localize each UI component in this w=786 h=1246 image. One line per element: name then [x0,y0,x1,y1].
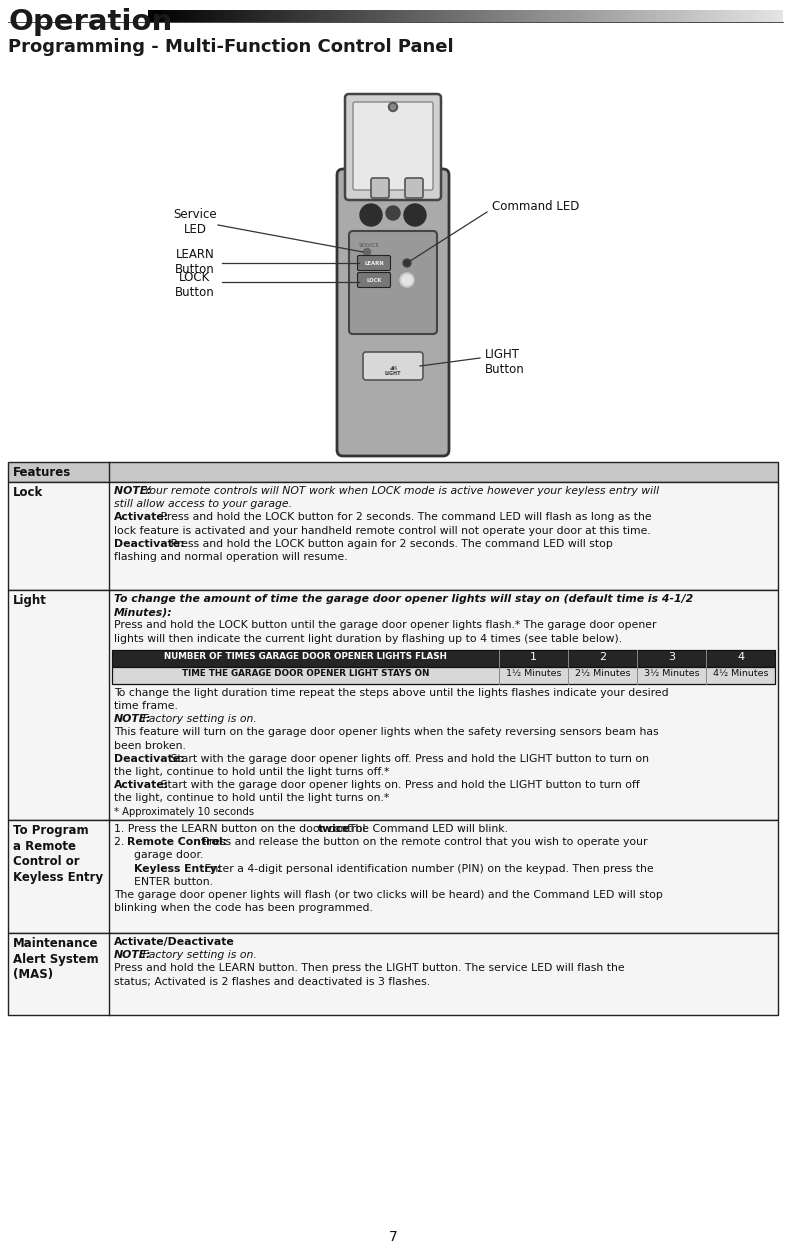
Text: LOCK
Button: LOCK Button [175,270,215,299]
Text: Command LED: Command LED [492,201,579,213]
FancyBboxPatch shape [345,93,441,201]
FancyBboxPatch shape [371,178,389,198]
Text: NUMBER OF TIMES GARAGE DOOR OPENER LIGHTS FLASH: NUMBER OF TIMES GARAGE DOOR OPENER LIGHT… [164,652,447,660]
Text: Service
LED: Service LED [173,208,217,235]
Bar [112,650,775,667]
Text: lights will then indicate the current light duration by flashing up to 4 times (: lights will then indicate the current li… [114,634,623,644]
Text: 3: 3 [668,652,675,662]
Circle shape [360,204,382,226]
Circle shape [400,273,414,287]
Text: The garage door opener lights will flash (or two clicks will be heard) and the C: The garage door opener lights will flash… [114,890,663,900]
FancyBboxPatch shape [358,273,391,288]
Bar [8,482,778,591]
Circle shape [403,259,411,267]
Text: Keyless Entry:: Keyless Entry: [134,863,222,873]
Text: To Program
a Remote
Control or
Keyless Entry: To Program a Remote Control or Keyless E… [13,824,103,883]
Text: Press and hold the LOCK button again for 2 seconds. The command LED will stop: Press and hold the LOCK button again for… [167,538,612,548]
Text: Activate/Deactivate: Activate/Deactivate [114,937,235,947]
Text: Factory setting is on.: Factory setting is on. [139,714,257,724]
Circle shape [404,204,426,226]
Text: LEARN
Button: LEARN Button [175,248,215,277]
Text: Features: Features [13,466,72,478]
Circle shape [388,102,398,111]
Text: * Approximately 10 seconds: * Approximately 10 seconds [114,806,254,816]
Text: Minutes):: Minutes): [114,607,173,617]
Bar [8,462,778,482]
Text: 4½ Minutes: 4½ Minutes [713,669,768,678]
Text: the light, continue to hold until the light turns off.*: the light, continue to hold until the li… [114,768,389,778]
Text: LOCK: LOCK [366,278,382,283]
Text: Deactivate:: Deactivate: [114,754,185,764]
Text: Deactivate:: Deactivate: [114,538,185,548]
Text: ☙: ☙ [388,363,398,373]
Text: LEARN: LEARN [364,260,384,265]
FancyBboxPatch shape [337,169,449,456]
Text: Start with the garage door opener lights off. Press and hold the LIGHT button to: Start with the garage door opener lights… [167,754,648,764]
Text: Press and hold the LOCK button for 2 seconds. The command LED will flash as long: Press and hold the LOCK button for 2 sec… [157,512,652,522]
FancyBboxPatch shape [353,102,433,189]
Text: . The Command LED will blink.: . The Command LED will blink. [342,824,508,834]
Circle shape [386,206,400,221]
Text: Start with the garage door opener lights on. Press and hold the LIGHT button to : Start with the garage door opener lights… [157,780,640,790]
Text: 7: 7 [388,1230,398,1244]
Text: 1. Press the LEARN button on the door control: 1. Press the LEARN button on the door co… [114,824,369,834]
Text: 3½ Minutes: 3½ Minutes [644,669,700,678]
FancyBboxPatch shape [405,178,423,198]
Text: Lock: Lock [13,486,43,498]
Text: Your remote controls will NOT work when LOCK mode is active however your keyless: Your remote controls will NOT work when … [145,486,659,496]
Text: 1: 1 [530,652,537,662]
Text: twice: twice [318,824,351,834]
Text: still allow access to your garage.: still allow access to your garage. [114,500,292,510]
Bar [8,933,778,1015]
Text: blinking when the code has been programmed.: blinking when the code has been programm… [114,903,373,913]
Bar [8,591,778,820]
Circle shape [402,275,412,285]
Text: Activate:: Activate: [114,512,169,522]
Text: Operation: Operation [8,7,172,36]
Bar [112,667,775,684]
Text: Programming - Multi-Function Control Panel: Programming - Multi-Function Control Pan… [8,37,454,56]
Text: ENTER button.: ENTER button. [134,877,213,887]
Bar [8,820,778,933]
Text: To change the light duration time repeat the steps above until the lights flashe: To change the light duration time repeat… [114,688,669,698]
Text: SERVICE: SERVICE [359,243,380,248]
Text: 2.: 2. [114,837,128,847]
Text: Press and hold the LEARN button. Then press the LIGHT button. The service LED wi: Press and hold the LEARN button. Then pr… [114,963,625,973]
Text: Factory setting is on.: Factory setting is on. [139,951,257,961]
Text: 4: 4 [737,652,744,662]
FancyBboxPatch shape [358,255,391,270]
Text: Activate:: Activate: [114,780,169,790]
Text: the light, continue to hold until the light turns on.*: the light, continue to hold until the li… [114,794,389,804]
Text: To change the amount of time the garage door opener lights will stay on (default: To change the amount of time the garage … [114,594,693,604]
Text: NOTE:: NOTE: [114,951,152,961]
Text: been broken.: been broken. [114,740,185,750]
Text: Press and release the button on the remote control that you wish to operate your: Press and release the button on the remo… [199,837,648,847]
Text: Press and hold the LOCK button until the garage door opener lights flash.* The g: Press and hold the LOCK button until the… [114,621,656,630]
Text: time frame.: time frame. [114,701,178,711]
Text: Light: Light [13,594,47,607]
FancyBboxPatch shape [349,231,437,334]
Circle shape [363,248,370,255]
Text: This feature will turn on the garage door opener lights when the safety reversin: This feature will turn on the garage doo… [114,728,659,738]
Text: Enter a 4-digit personal identification number (PIN) on the keypad. Then press t: Enter a 4-digit personal identification … [201,863,653,873]
Circle shape [405,260,410,265]
Text: 2½ Minutes: 2½ Minutes [575,669,630,678]
Text: NOTE:: NOTE: [114,714,152,724]
FancyBboxPatch shape [363,353,423,380]
Text: lock feature is activated and your handheld remote control will not operate your: lock feature is activated and your handh… [114,526,651,536]
Text: TIME THE GARAGE DOOR OPENER LIGHT STAYS ON: TIME THE GARAGE DOOR OPENER LIGHT STAYS … [182,669,429,678]
Text: status; Activated is 2 flashes and deactivated is 3 flashes.: status; Activated is 2 flashes and deact… [114,977,430,987]
Circle shape [391,105,395,110]
Text: Remote Control:: Remote Control: [127,837,227,847]
Text: Maintenance
Alert System
(MAS): Maintenance Alert System (MAS) [13,937,98,981]
Text: LIGHT: LIGHT [385,371,401,376]
Text: LIGHT
Button: LIGHT Button [485,348,525,376]
Text: 2: 2 [599,652,606,662]
Text: 1½ Minutes: 1½ Minutes [505,669,561,678]
Text: flashing and normal operation will resume.: flashing and normal operation will resum… [114,552,347,562]
Text: NOTE:: NOTE: [114,486,156,496]
Text: garage door.: garage door. [134,851,204,861]
